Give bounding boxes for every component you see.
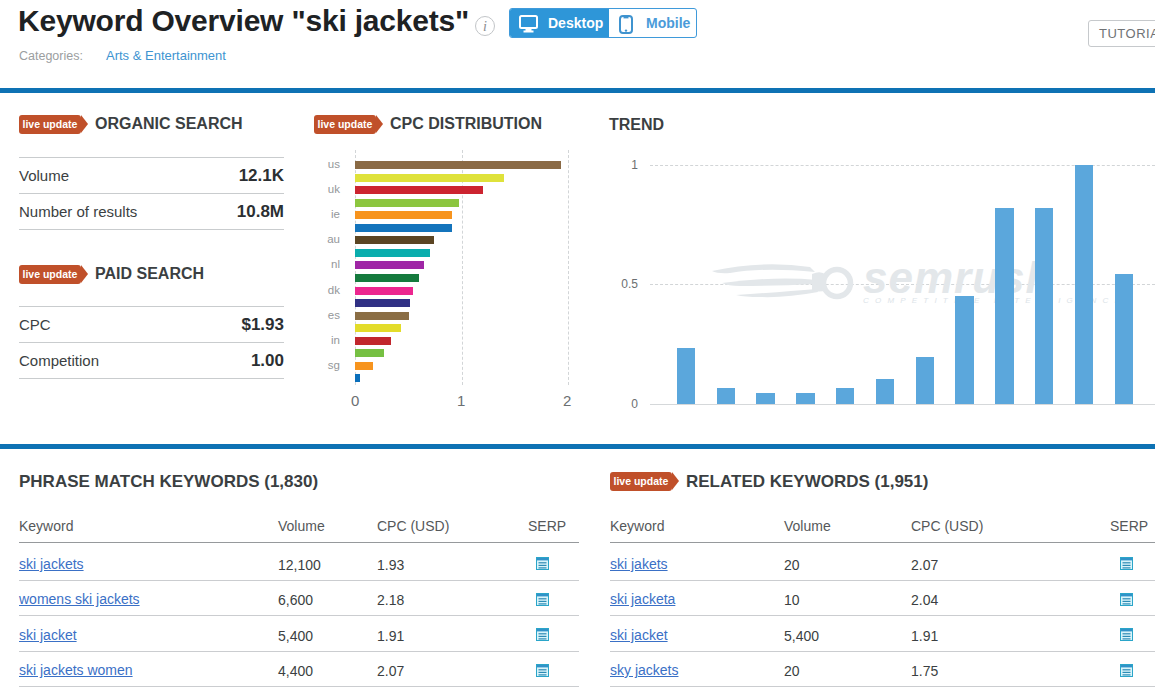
svg-text:semrush: semrush <box>863 253 1053 302</box>
